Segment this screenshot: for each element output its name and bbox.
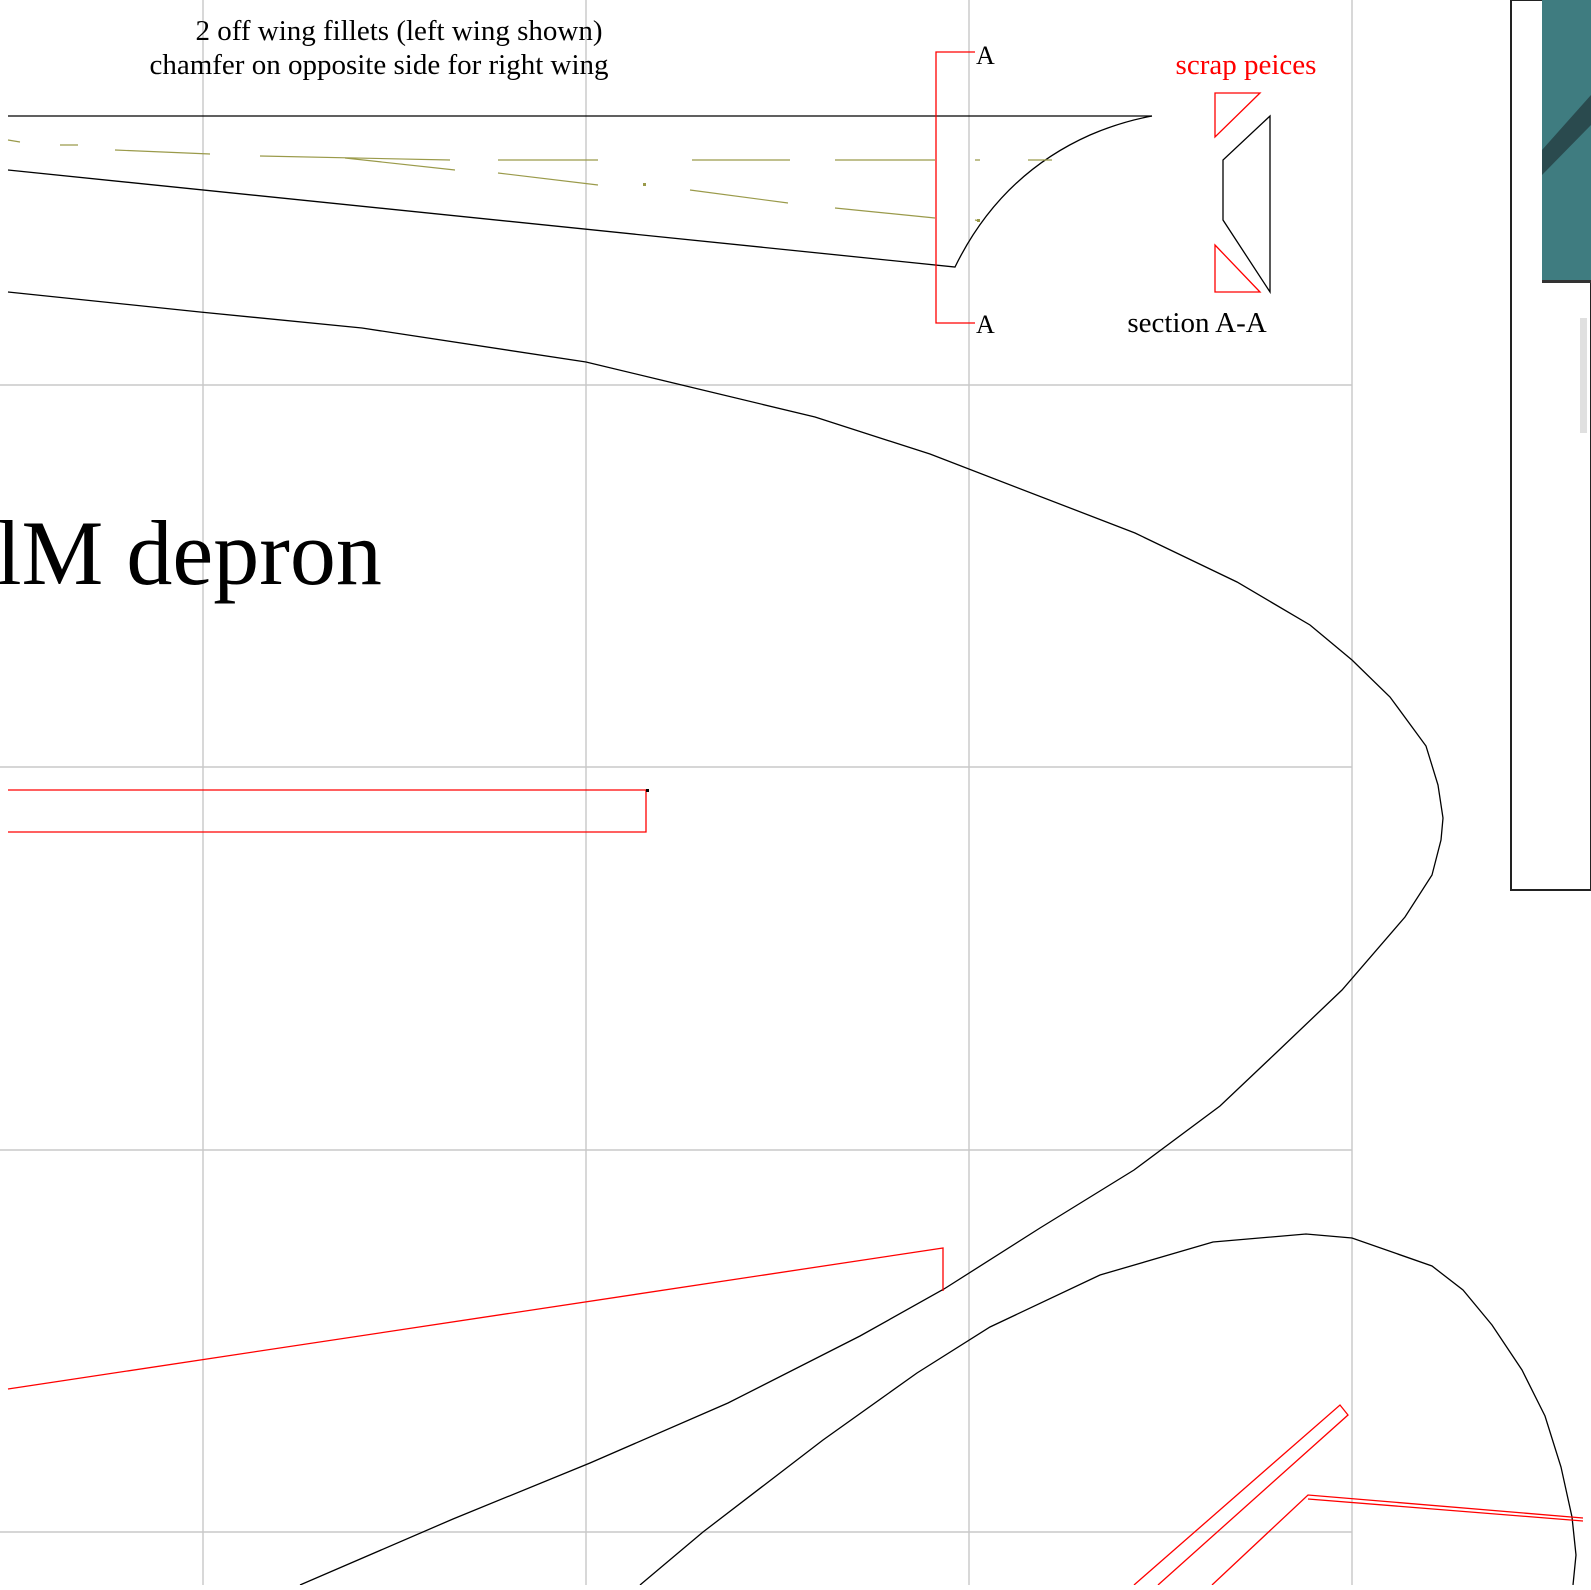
reference-photo (1510, 0, 1591, 891)
fillet-note: 2 off wing fillets (left wing shown) cha… (149, 15, 608, 81)
hidden-line-upper (7, 139, 1052, 161)
wing-fillet-part (7, 115, 1153, 268)
hidden-dot-1 (643, 183, 646, 186)
scrap-pieces-label: scrap peices (1176, 49, 1317, 81)
hidden-dot-2 (977, 219, 980, 222)
section-detail: scrap peices section A-A (1127, 49, 1316, 339)
section-label: section A-A (1127, 307, 1266, 339)
section-marker-top: A (976, 41, 995, 70)
photo-divider (1542, 280, 1591, 283)
photo-dark-edge (1542, 95, 1591, 175)
fillet-hidden-lines (7, 139, 1052, 222)
material-label: lM depron (0, 502, 382, 604)
section-cut-marker: A A (935, 41, 995, 339)
section-marker-bottom: A (976, 310, 995, 339)
section-cut-line (935, 51, 975, 324)
fillet-lower-edge (7, 115, 1153, 268)
red-construction-lines (7, 789, 1584, 1586)
note-line-1: 2 off wing fillets (left wing shown) (195, 15, 602, 47)
photo-mark (1580, 318, 1587, 433)
red-tailplane-line (7, 1247, 944, 1390)
scrap-piece-bottom (1214, 243, 1262, 293)
section-trapezoid (1222, 114, 1271, 295)
note-line-2: chamfer on opposite side for right wing (149, 49, 608, 81)
print-grid (0, 0, 1353, 1585)
fuselage-outline-curve (7, 291, 1444, 1586)
hidden-line-lower (344, 157, 981, 222)
red-spar-slot (1133, 1404, 1349, 1586)
scrap-piece-top (1214, 92, 1262, 139)
red-strip-outline (8, 789, 647, 833)
nose-outline-curve (639, 1233, 1577, 1586)
red-rib-lines (1211, 1494, 1584, 1586)
strip-corner-mark (646, 789, 649, 792)
